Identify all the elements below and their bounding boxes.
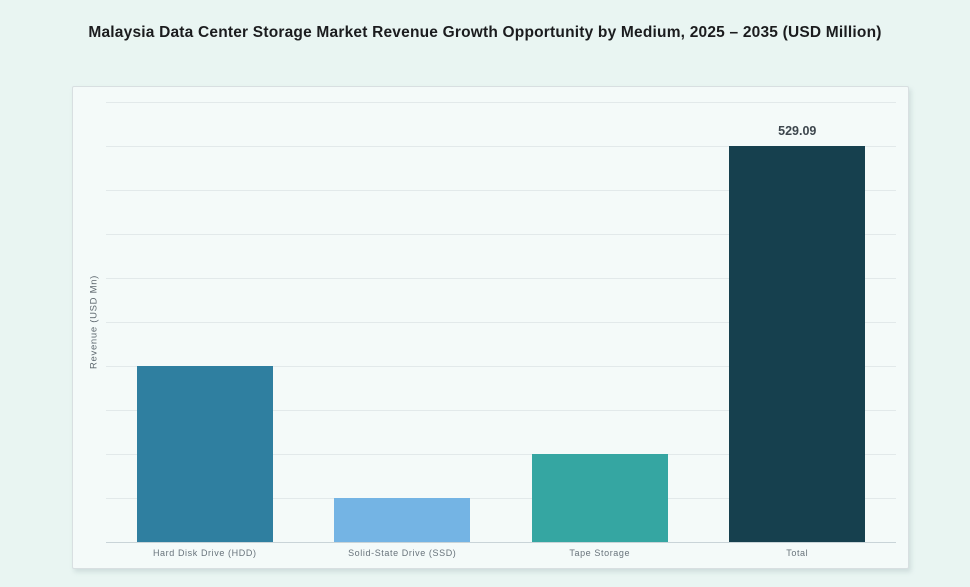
plot-area: 529.09 [106,102,896,543]
gridline [106,498,896,499]
gridline [106,410,896,411]
bar-slot-solid-state-drive-ssd [304,102,502,542]
bar-hard-disk-drive-hdd [136,366,273,542]
bar-slot-tape-storage [501,102,699,542]
bar-slot-total: 529.09 [699,102,897,542]
x-tick-label-tape-storage: Tape Storage [569,548,631,558]
gridline [106,190,896,191]
y-axis-title: Revenue (USD Mn) [88,274,100,370]
bar-slot-hard-disk-drive-hdd [106,102,304,542]
gridline [106,322,896,323]
bar-total [729,146,866,542]
bar-solid-state-drive-ssd [334,498,471,542]
gridline [106,278,896,279]
page-title: Malaysia Data Center Storage Market Reve… [88,24,882,41]
gridline [106,102,896,103]
value-label-total: 529.09 [778,124,817,138]
gridline [106,454,896,455]
x-axis-line [106,542,896,543]
bars-container: 529.09 [106,102,896,542]
x-tick-label-solid-state-drive-ssd: Solid-State Drive (SSD) [348,548,457,558]
x-axis-labels: Hard Disk Drive (HDD) Solid-State Drive (… [106,548,896,558]
bar-tape-storage [531,454,668,542]
chart-panel: 529.09 Hard Disk Drive (HDD) Solid-State … [72,86,909,569]
gridline [106,146,896,147]
gridline [106,234,896,235]
x-tick-label-total: Total [786,548,809,558]
x-tick-label-hard-disk-drive-hdd: Hard Disk Drive (HDD) [152,548,257,558]
gridline [106,366,896,367]
